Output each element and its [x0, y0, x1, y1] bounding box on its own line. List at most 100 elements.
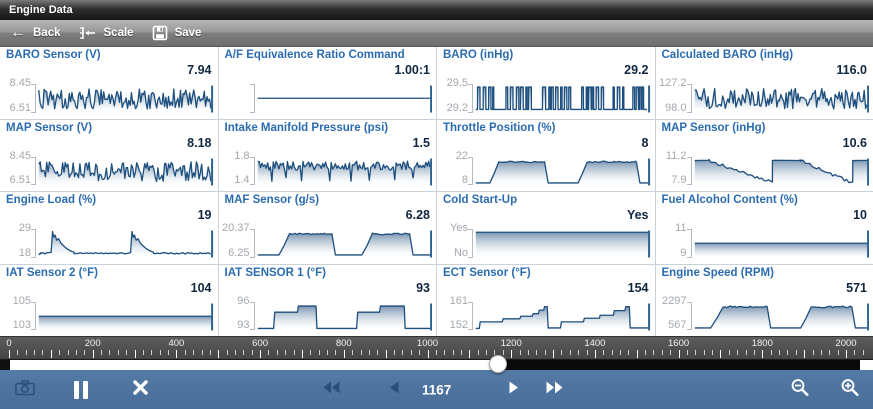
top-toolbar: ← Back Scale — [0, 20, 873, 47]
scale-button[interactable]: Scale — [79, 25, 134, 41]
y-axis-bracket — [686, 301, 692, 330]
panel-title: Engine Load (%) — [6, 194, 97, 206]
ruler-tick — [268, 350, 270, 355]
sensor-panel[interactable]: A/F Equivalence Ratio Command 1.00:1 — [218, 47, 436, 119]
y-axis-max-label: 11.2 — [665, 149, 687, 162]
fast-forward-button[interactable] — [545, 380, 564, 400]
window-title-bar: Engine Data — [0, 0, 873, 20]
zoom-in-button[interactable] — [840, 377, 860, 402]
ruler-tick — [661, 350, 663, 355]
panel-current-value: 19 — [197, 208, 212, 222]
sensor-panel[interactable]: MAP Sensor (V) 8.18 8.45 6.51 — [0, 119, 218, 191]
ruler-tick — [151, 350, 153, 355]
panel-title: A/F Equivalence Ratio Command — [224, 49, 405, 61]
waveform-plot — [468, 301, 651, 331]
waveform-chart — [37, 156, 214, 186]
timeline-ruler[interactable]: 0 200 400 600 800 1000 1200 1400 1600 1800 2000 — [0, 336, 873, 359]
ruler-tick — [494, 350, 496, 355]
y-axis-bracket — [686, 229, 692, 258]
waveform-plot — [31, 83, 214, 114]
ruler-tick — [251, 350, 253, 355]
track-left-cap — [0, 360, 10, 370]
zoom-out-button[interactable] — [790, 377, 810, 402]
sensor-panel[interactable]: Engine Load (%) 19 29 18 — [0, 192, 218, 264]
ruler-tick — [368, 350, 370, 355]
ruler-tick — [569, 350, 571, 355]
waveform-chart — [256, 156, 433, 186]
sensor-panel[interactable]: MAP Sensor (inHg) 10.6 11.2 7.9 — [655, 119, 873, 191]
back-arrow-icon: ← — [10, 24, 26, 41]
snapshot-button[interactable] — [14, 379, 36, 401]
ruler-tick — [686, 350, 688, 355]
sensor-panel[interactable]: Throttle Position (%) 8 22 8 — [437, 119, 655, 191]
y-axis-min-label: 6.25 — [228, 246, 250, 259]
waveform-chart — [693, 301, 870, 331]
ruler-tick — [787, 350, 789, 355]
ruler-tick — [536, 350, 538, 355]
panel-title: Cold Start-Up — [443, 194, 518, 206]
ruler-tick — [745, 350, 747, 355]
panel-title: Engine Speed (RPM) — [661, 266, 774, 279]
y-axis-max-label: 8.45 — [9, 77, 31, 89]
left-triangle-icon — [388, 380, 400, 400]
sensor-panel[interactable]: IAT SENSOR 1 (°F) 93 96 93 — [218, 264, 436, 336]
sensor-panel[interactable]: Calculated BARO (inHg) 116.0 127.2 98.0 — [655, 47, 873, 119]
ruler-label: 1200 — [500, 338, 522, 349]
sensor-panel[interactable]: MAF Sensor (g/s) 6.28 20.37 6.25 — [218, 192, 436, 264]
ruler-tick — [603, 350, 605, 355]
playhead-handle[interactable] — [489, 355, 508, 373]
pause-button[interactable] — [74, 380, 88, 399]
panel-title: BARO Sensor (V) — [6, 49, 101, 61]
panel-title: Throttle Position (%) — [443, 121, 556, 134]
sensor-panel[interactable]: Engine Speed (RPM) 571 2297 567 — [655, 264, 873, 336]
back-button[interactable]: ← Back — [10, 24, 61, 41]
waveform-chart — [37, 228, 214, 259]
panel-current-value: 7.94 — [187, 63, 212, 77]
ruler-tick — [276, 350, 278, 355]
magnifier-plus-icon — [840, 377, 860, 402]
ruler-tick — [544, 350, 546, 355]
step-back-button[interactable] — [388, 380, 400, 400]
step-forward-button[interactable] — [508, 380, 520, 400]
y-axis-max-label: 105 — [12, 294, 31, 307]
ruler-tick — [611, 350, 613, 355]
ruler-tick — [460, 350, 462, 355]
y-axis-max-label: 22 — [455, 149, 468, 162]
frame-counter: 1167 — [422, 382, 452, 397]
save-label: Save — [174, 27, 202, 39]
ruler-tick — [293, 350, 295, 355]
ruler-tick — [243, 350, 245, 355]
window-title: Engine Data — [9, 4, 73, 16]
sensor-grid: BARO Sensor (V) 7.94 8.45 6.51 A/F Equivalen… — [0, 47, 873, 336]
sensor-panel[interactable]: BARO (inHg) 29.2 29.5 29.2 — [437, 47, 655, 119]
ruler-tick — [586, 350, 588, 355]
ruler-tick — [779, 350, 781, 355]
ruler-tick — [862, 350, 864, 355]
y-axis-bracket — [31, 301, 36, 330]
ruler-tick — [795, 350, 797, 355]
sensor-panel[interactable]: ECT Sensor (°F) 154 161 152 — [437, 264, 655, 336]
rewind-button[interactable] — [322, 380, 341, 400]
stop-button[interactable] — [132, 379, 149, 401]
ruler-tick — [469, 350, 471, 358]
sensor-panel[interactable]: BARO Sensor (V) 7.94 8.45 6.51 — [0, 47, 218, 119]
waveform-plot — [686, 156, 870, 186]
ruler-tick — [527, 350, 529, 355]
save-button[interactable]: Save — [152, 25, 202, 41]
ruler-tick — [561, 350, 563, 355]
sensor-panel[interactable]: IAT Sensor 2 (°F) 104 105 103 — [0, 264, 218, 336]
y-axis-max-label: 29 — [18, 222, 31, 234]
ruler-tick — [126, 350, 128, 355]
sensor-panel[interactable]: Intake Manifold Pressure (psi) 1.5 1.8 1.4 — [218, 119, 436, 191]
panel-title: Intake Manifold Pressure (psi) — [224, 121, 389, 134]
timeline-scrollbar[interactable] — [0, 355, 873, 373]
ruler-tick — [92, 350, 94, 358]
sensor-panel[interactable]: Fuel Alcohol Content (%) 10 11 9 — [655, 192, 873, 264]
sensor-panel[interactable]: Cold Start-Up Yes Yes No — [437, 192, 655, 264]
ruler-tick — [142, 350, 144, 355]
ruler-tick — [854, 350, 856, 355]
ruler-tick — [159, 350, 161, 355]
ruler-label: 400 — [168, 338, 185, 349]
magnifier-minus-icon — [790, 377, 810, 402]
ruler-tick — [42, 350, 44, 355]
